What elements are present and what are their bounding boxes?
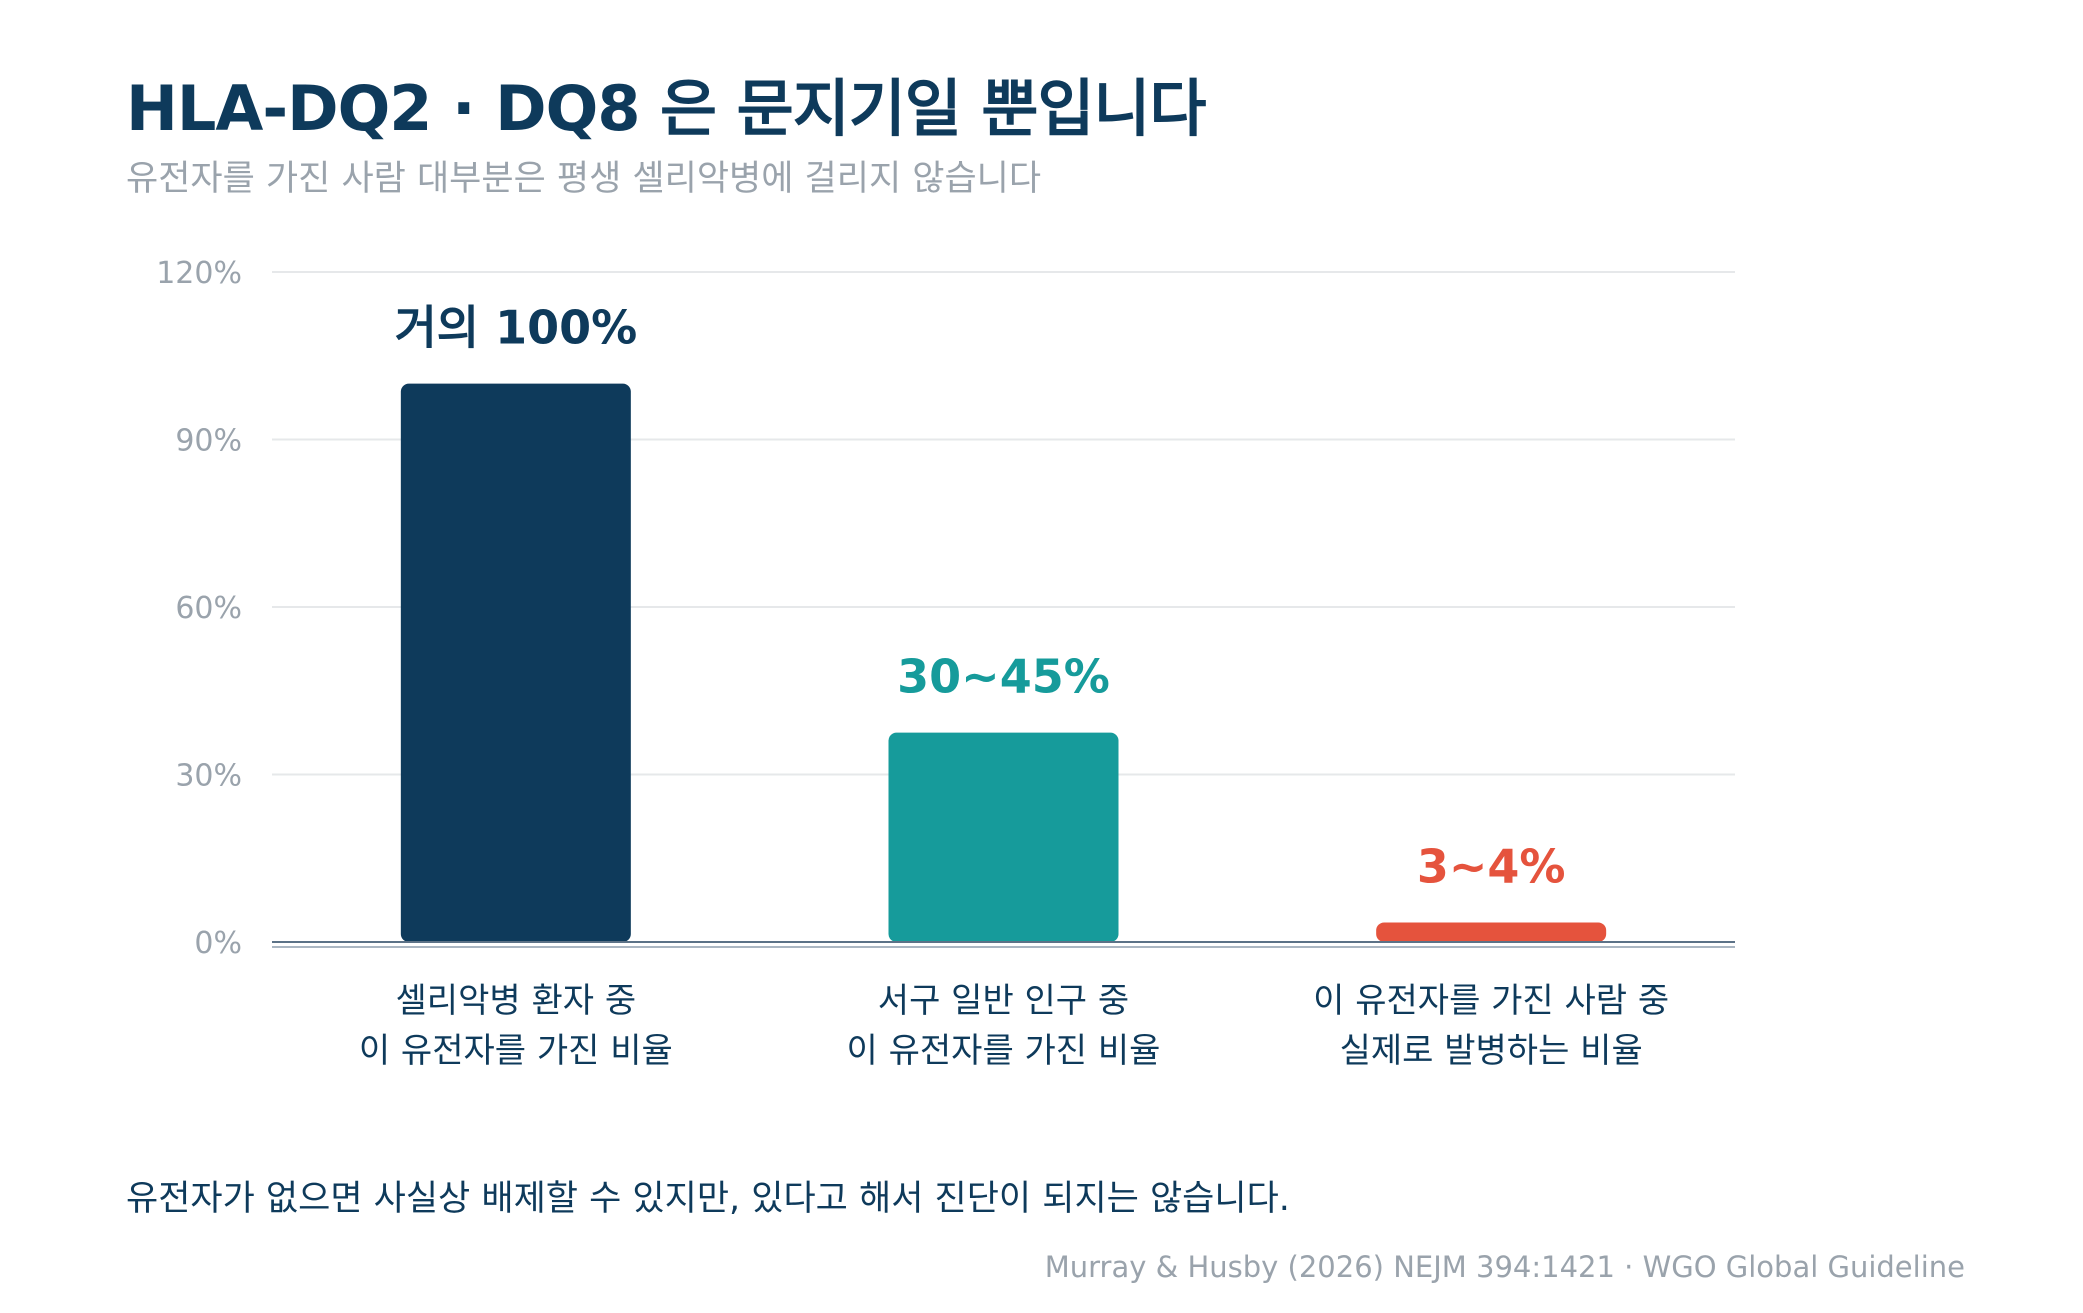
chart-subtitle: 유전자를 가진 사람 대부분은 평생 셀리악병에 걸리지 않습니다 (126, 159, 1042, 199)
data-label: 3~4% (1417, 839, 1566, 893)
y-tick-label: 0% (194, 926, 242, 961)
y-tick-label: 30% (175, 759, 242, 794)
data-label: 30~45% (897, 650, 1110, 704)
source-citation: Murray & Husby (2026) NEJM 394:1421 · WG… (1044, 1250, 1965, 1284)
data-label: 거의 100% (394, 301, 637, 355)
y-tick-label: 60% (175, 591, 242, 626)
chart-title: HLA-DQ2 · DQ8 은 문지기일 뿐입니다 (126, 72, 1207, 145)
x-tick-label: 이 유전자를 가진 사람 중 (1313, 981, 1669, 1021)
x-tick-label: 실제로 발병하는 비율 (1340, 1031, 1643, 1071)
y-tick-label: 90% (175, 424, 242, 459)
bar (888, 732, 1119, 942)
x-tick-label: 셀리악병 환자 중 (396, 981, 637, 1021)
bar (400, 383, 631, 943)
footnote: 유전자가 없으면 사실상 배제할 수 있지만, 있다고 해서 진단이 되지는 않… (126, 1179, 1290, 1219)
x-tick-label: 이 유전자를 가진 비율 (359, 1031, 673, 1071)
y-tick-label: 120% (156, 256, 242, 291)
x-tick-label: 이 유전자를 가진 비율 (847, 1031, 1161, 1071)
x-tick-label: 서구 일반 인구 중 (878, 981, 1129, 1021)
bar (1376, 922, 1607, 942)
